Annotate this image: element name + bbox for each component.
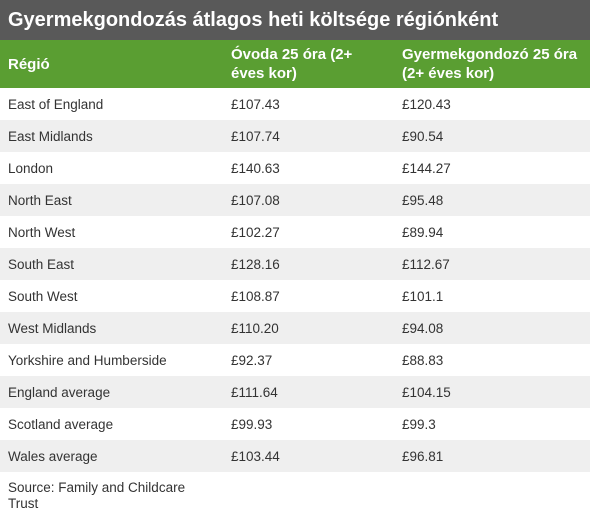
table-body: East of England £107.43 £120.43 East Midlan… xyxy=(0,88,590,472)
region-cell: Scotland average xyxy=(8,416,114,432)
nursery-cost-cell: £92.37 xyxy=(231,352,273,368)
column-header-region: Régió xyxy=(0,40,223,88)
nursery-cost-cell: £140.63 xyxy=(231,160,280,176)
nursery-cost-cell: £128.16 xyxy=(223,248,394,280)
column-header-childminder: Gyermekgondozó 25 óra (2+ éves kor) xyxy=(394,40,590,88)
nursery-cost-cell: £107.43 xyxy=(231,96,280,112)
region-cell: South East xyxy=(0,248,223,280)
region-cell: North East xyxy=(0,184,223,216)
nursery-cost-cell: £103.44 xyxy=(223,440,394,472)
region-cell: London xyxy=(8,160,54,176)
childminder-cost-cell: £112.67 xyxy=(394,248,590,280)
region-cell: England average xyxy=(0,376,223,408)
region-cell: Yorkshire and Humberside xyxy=(8,352,167,368)
childminder-cost-cell: £89.94 xyxy=(402,224,444,240)
table-row: Wales average £103.44 £96.81 xyxy=(0,440,590,472)
region-cell: Wales average xyxy=(0,440,223,472)
childminder-cost-cell: £99.3 xyxy=(402,416,436,432)
cost-table: Régió Óvoda 25 óra (2+ éves kor) Gyermek… xyxy=(0,40,590,472)
region-cell: South West xyxy=(8,288,78,304)
region-cell: North West xyxy=(8,224,76,240)
nursery-cost-cell: £108.87 xyxy=(231,288,280,304)
childminder-cost-cell: £94.08 xyxy=(394,312,590,344)
table-row: West Midlands £110.20 £94.08 xyxy=(0,312,590,344)
region-cell: West Midlands xyxy=(0,312,223,344)
table-row: Yorkshire and Humberside £92.37 £88.83 xyxy=(0,344,590,376)
nursery-cost-cell: £107.08 xyxy=(223,184,394,216)
childminder-cost-cell: £88.83 xyxy=(402,352,444,368)
column-header-nursery: Óvoda 25 óra (2+ éves kor) xyxy=(223,40,394,88)
region-cell: East Midlands xyxy=(0,120,223,152)
childminder-cost-cell: £95.48 xyxy=(394,184,590,216)
nursery-cost-cell: £110.20 xyxy=(223,312,394,344)
nursery-cost-cell: £111.64 xyxy=(223,376,394,408)
table-row: London £140.63 £144.27 xyxy=(0,152,590,184)
nursery-cost-cell: £99.93 xyxy=(231,416,273,432)
childminder-cost-cell: £120.43 xyxy=(402,96,451,112)
table-row: South West £108.87 £101.1 xyxy=(0,280,590,312)
table-row: South East £128.16 £112.67 xyxy=(0,248,590,280)
childminder-cost-cell: £104.15 xyxy=(394,376,590,408)
header-row: Régió Óvoda 25 óra (2+ éves kor) Gyermek… xyxy=(0,40,590,88)
table-row: East Midlands £107.74 £90.54 xyxy=(0,120,590,152)
childminder-cost-cell: £101.1 xyxy=(402,288,444,304)
table-header: Régió Óvoda 25 óra (2+ éves kor) Gyermek… xyxy=(0,40,590,88)
region-cell: East of England xyxy=(8,96,104,112)
nursery-cost-cell: £102.27 xyxy=(231,224,280,240)
page-title: Gyermekgondozás átlagos heti költsége ré… xyxy=(0,0,590,40)
table-row: Scotland average £99.93 £99.3 xyxy=(0,408,590,440)
nursery-cost-cell: £107.74 xyxy=(223,120,394,152)
childminder-cost-cell: £90.54 xyxy=(394,120,590,152)
source-note: Source: Family and Childcare Trust xyxy=(8,480,186,511)
table-row: England average £111.64 £104.15 xyxy=(0,376,590,408)
table-row: East of England £107.43 £120.43 xyxy=(0,88,590,120)
childminder-cost-cell: £96.81 xyxy=(394,440,590,472)
table-row: North East £107.08 £95.48 xyxy=(0,184,590,216)
table-row: North West £102.27 £89.94 xyxy=(0,216,590,248)
childminder-cost-cell: £144.27 xyxy=(402,160,451,176)
